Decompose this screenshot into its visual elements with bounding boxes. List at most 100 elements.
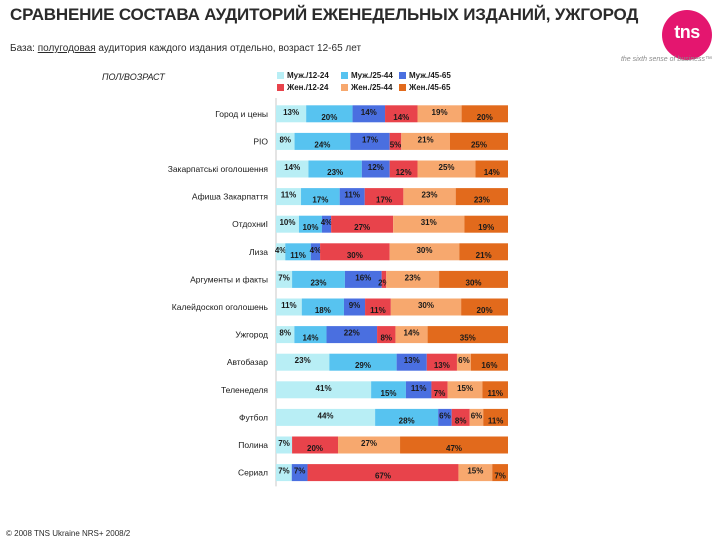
value-label: 21% (476, 251, 492, 260)
category-label: Ужгород (235, 330, 268, 340)
value-label: 13% (404, 356, 420, 365)
bar-segment (390, 298, 462, 316)
value-label: 8% (279, 135, 291, 144)
bar-segment (298, 215, 322, 233)
bar-segment (455, 188, 508, 206)
bar-segment (301, 188, 340, 206)
value-label: 6% (458, 356, 470, 365)
category-label: Лиза (249, 247, 268, 257)
legend-item: Жен./25-44 (341, 82, 392, 93)
value-label: 7% (278, 439, 290, 448)
value-label: 5% (390, 140, 402, 149)
value-label: 15% (457, 384, 473, 393)
value-label: 25% (471, 140, 487, 149)
value-label: 23% (474, 196, 490, 205)
bar-row: Лиза 4%11%4%30%30%21% (249, 243, 508, 261)
category-label: Полина (238, 440, 268, 450)
category-label: ОтдохниI (232, 219, 268, 229)
bar-segment (276, 132, 295, 150)
bar-row: Автобазар 23% 29% 13% 13% 6% 16% (227, 353, 508, 371)
value-label: 20% (477, 306, 493, 315)
footer-copyright: © 2008 TNS Ukraine NRS+ 2008/2 (6, 529, 131, 538)
bar-row: Ужгород 8% 14% 22% 8% 14% 35% (235, 326, 508, 344)
legend-item: Муж./12-24 (277, 70, 329, 81)
page-title: СРАВНЕНИЕ СОСТАВА АУДИТОРИЙ ЕЖЕНЕДЕЛЬНЫХ… (10, 5, 639, 24)
bar-row: РІО 8% 24% 17% 5% 21% 25% (253, 132, 508, 150)
legend-label: Жен./12-24 (287, 83, 329, 92)
subtitle-underlined: полугодовая (37, 43, 96, 54)
value-label: 17% (376, 196, 392, 205)
bar-segment (294, 132, 351, 150)
bar-segment (292, 270, 345, 288)
bar-segment (350, 132, 390, 150)
bar-segment (344, 270, 382, 288)
legend-swatch (399, 84, 406, 91)
bar-segment (310, 243, 321, 261)
bar-segment (459, 243, 508, 261)
value-label: 6% (471, 411, 483, 420)
bar-segment (381, 270, 387, 288)
bar-segment (371, 381, 406, 399)
legend-swatch (341, 84, 348, 91)
bar-segment (456, 353, 471, 371)
bar-segment (458, 464, 493, 482)
bar-row: Аргументы и факты 7% 23% 16% 2% 23% 30% (190, 270, 508, 288)
bar-segment (329, 353, 397, 371)
value-label: 17% (312, 196, 328, 205)
bar-row: Афиша Закарпаття 11% 17% 11% 17% 23% 23% (192, 188, 508, 206)
value-label: 7% (278, 273, 290, 282)
bar-segment (285, 243, 311, 261)
bar-segment (400, 436, 508, 454)
bar-segment (386, 270, 440, 288)
bar-segment (352, 105, 386, 123)
bar-segment (417, 160, 476, 178)
bar-segment (403, 188, 456, 206)
value-label: 11% (290, 251, 306, 260)
bar-segment (276, 298, 302, 316)
value-label: 11% (411, 384, 427, 393)
value-label: 21% (418, 135, 434, 144)
bar-segment (276, 160, 309, 178)
bar-segment (276, 464, 292, 482)
value-label: 14% (393, 113, 409, 122)
value-label: 4% (275, 246, 287, 255)
value-label: 23% (422, 191, 438, 200)
value-label: 8% (380, 334, 392, 343)
bar-segment (292, 436, 339, 454)
bar-segment (276, 215, 299, 233)
bar-segment (276, 408, 376, 426)
value-label: 11% (344, 191, 360, 200)
legend-item: Муж./45-65 (399, 70, 451, 81)
bar-segment (464, 215, 508, 233)
category-label: РІО (253, 136, 268, 146)
bar-row: Футбол 44% 28% 6% 8% 6% 11% (239, 408, 508, 426)
legend-item: Жен./12-24 (277, 82, 328, 93)
value-label: 17% (362, 135, 378, 144)
value-label: 14% (361, 108, 377, 117)
bar-segment (276, 270, 293, 288)
bar-segment (401, 132, 450, 150)
bar-row: Теленеделя 41% 15% 11% 7% 15% 11% (221, 381, 508, 399)
value-label: 11% (281, 301, 297, 310)
bar-segment (301, 298, 344, 316)
value-label: 22% (344, 329, 360, 338)
value-label: 35% (460, 334, 476, 343)
value-label: 24% (314, 140, 330, 149)
logo-tagline: the sixth sense of business™ (620, 56, 712, 63)
bar-segment (389, 160, 418, 178)
value-label: 30% (416, 246, 432, 255)
value-label: 18% (315, 306, 331, 315)
bar-segment (447, 381, 483, 399)
bar-segment (308, 160, 362, 178)
bar-segment (469, 408, 484, 426)
bar-segment (483, 408, 508, 426)
bar-segment (405, 381, 432, 399)
value-label: 15% (381, 389, 397, 398)
value-label: 27% (361, 439, 377, 448)
bar-segment (426, 353, 457, 371)
bar-segment (276, 105, 307, 123)
value-label: 47% (446, 444, 462, 453)
bar-segment (339, 188, 365, 206)
legend-label: Жен./45-65 (409, 83, 451, 92)
value-label: 7% (278, 467, 290, 476)
